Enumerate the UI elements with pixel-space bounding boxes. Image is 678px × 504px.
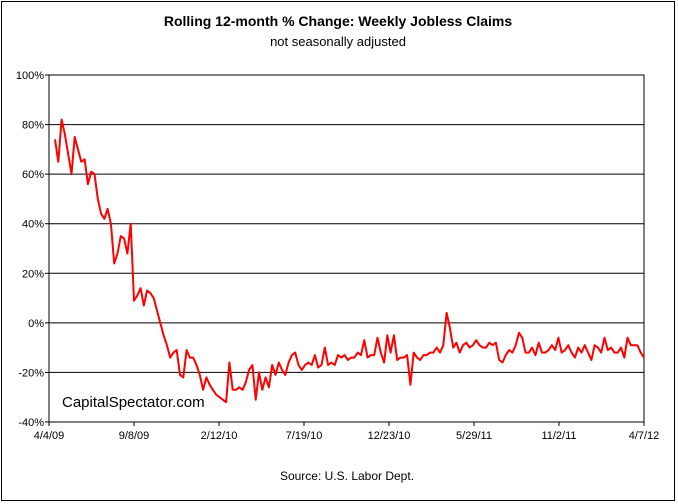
x-tick-label: 7/19/10 [286, 430, 323, 442]
y-tick-label: 20% [22, 268, 44, 280]
plot-border [48, 74, 645, 423]
y-tick-label: -20% [18, 367, 44, 379]
chart-subtitle: not seasonally adjusted [270, 34, 406, 49]
x-tick-label: 12/23/10 [368, 430, 411, 442]
y-tick-label: 40% [22, 219, 44, 231]
y-tick-label: 100% [16, 70, 44, 82]
x-tick-label: 4/7/12 [629, 430, 660, 442]
y-tick-label: -40% [18, 417, 44, 429]
series-line [54, 118, 645, 404]
x-tick-label: 5/29/11 [456, 430, 492, 442]
plot-area: 100% 80% 60% 40% 20% 0% -20% -40%4/4/09 9/8/09 2/… [16, 70, 659, 442]
watermark-text: CapitalSpectator.com [62, 394, 205, 411]
source-note: Source: U.S. Labor Dept. [280, 469, 414, 483]
x-tick-label: 11/2/11 [541, 430, 576, 442]
y-tick-label: 0% [28, 318, 44, 330]
x-tick-label: 4/4/09 [34, 430, 65, 442]
y-tick-label: 60% [22, 169, 44, 181]
chart-title: Rolling 12-month % Change: Weekly Jobles… [164, 13, 512, 29]
x-tick-label: 2/12/10 [201, 430, 238, 442]
x-tick-label: 9/8/09 [119, 430, 150, 442]
y-tick-label: 80% [22, 120, 44, 132]
